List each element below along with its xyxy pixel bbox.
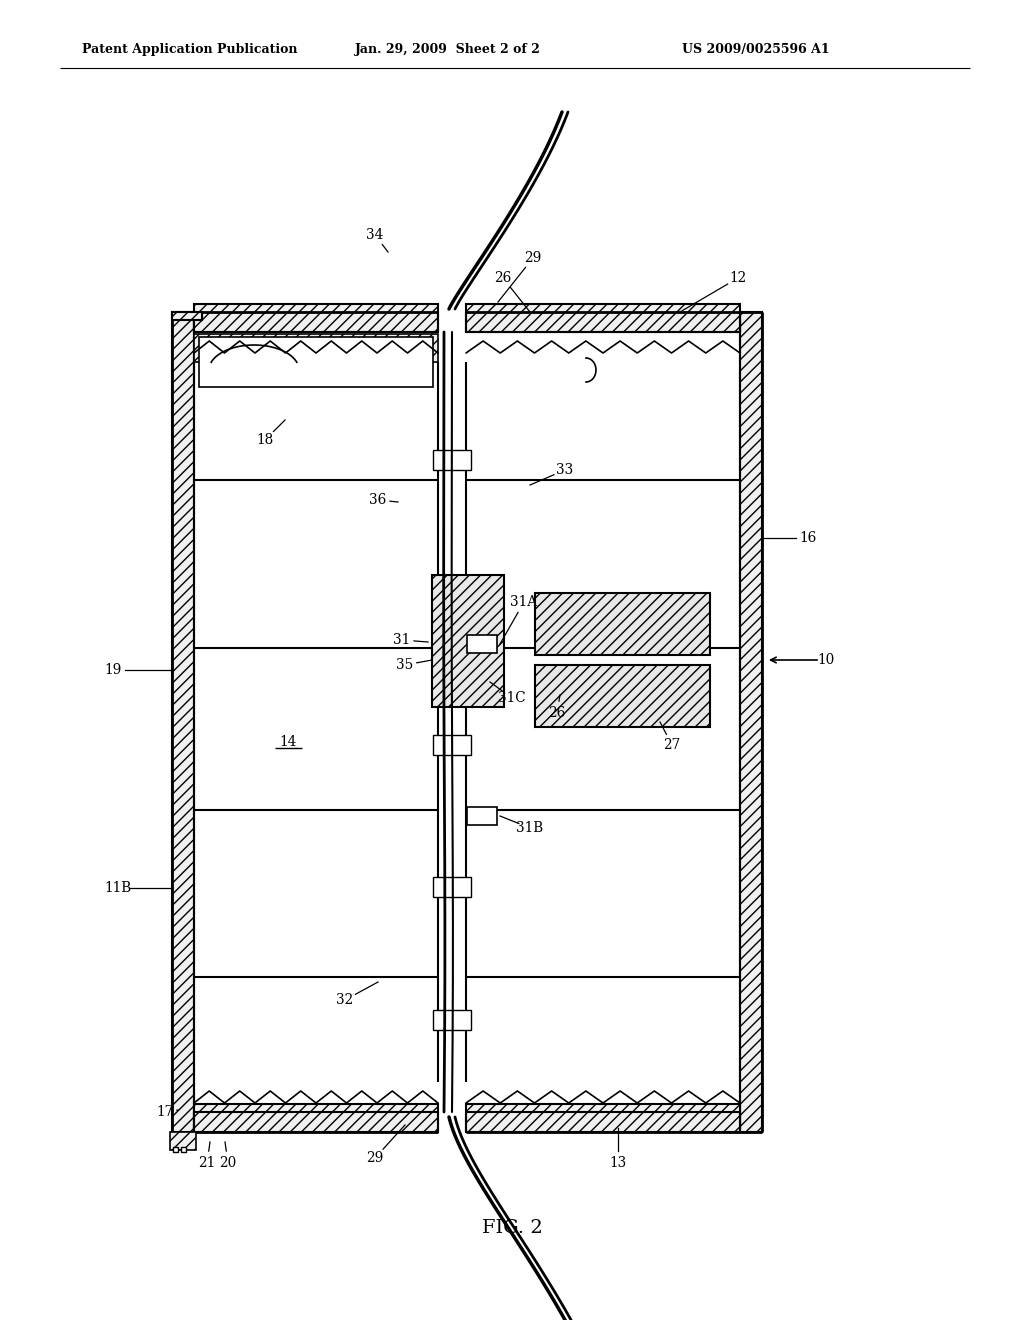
- Bar: [194, 1104, 438, 1133]
- Bar: [467, 807, 497, 825]
- Text: 11B: 11B: [104, 880, 132, 895]
- Text: 34: 34: [367, 228, 384, 242]
- Text: 31B: 31B: [516, 821, 544, 836]
- Text: 19: 19: [104, 663, 122, 677]
- Text: Jan. 29, 2009  Sheet 2 of 2: Jan. 29, 2009 Sheet 2 of 2: [355, 42, 541, 55]
- Text: 31A: 31A: [510, 595, 538, 609]
- Bar: [432, 576, 504, 708]
- Text: 14: 14: [280, 735, 297, 748]
- Bar: [433, 450, 471, 470]
- Bar: [466, 304, 740, 333]
- Text: 35: 35: [396, 657, 414, 672]
- Bar: [181, 1147, 186, 1152]
- Text: 10: 10: [817, 653, 835, 667]
- Text: 29: 29: [524, 251, 542, 265]
- Text: 31: 31: [393, 634, 411, 647]
- Bar: [535, 593, 710, 655]
- Bar: [199, 337, 433, 387]
- Bar: [740, 312, 762, 1133]
- Text: 12: 12: [729, 271, 746, 285]
- Text: 16: 16: [800, 531, 816, 545]
- Text: 26: 26: [495, 271, 512, 285]
- Text: 13: 13: [609, 1156, 627, 1170]
- Bar: [172, 312, 194, 1133]
- Bar: [433, 591, 471, 612]
- Text: 31C: 31C: [499, 690, 525, 705]
- Text: 27: 27: [664, 738, 681, 752]
- Text: 36: 36: [370, 492, 387, 507]
- Bar: [172, 312, 202, 319]
- Text: 21: 21: [199, 1156, 216, 1170]
- Text: Patent Application Publication: Patent Application Publication: [82, 42, 298, 55]
- Text: 32: 32: [336, 993, 353, 1007]
- Text: 18: 18: [256, 433, 273, 447]
- Bar: [433, 735, 471, 755]
- Bar: [194, 304, 438, 333]
- Text: 29: 29: [367, 1151, 384, 1166]
- Text: 17: 17: [157, 1105, 174, 1119]
- Bar: [466, 1104, 740, 1133]
- Text: FIG. 2: FIG. 2: [481, 1218, 543, 1237]
- Bar: [433, 1010, 471, 1030]
- Text: 20: 20: [219, 1156, 237, 1170]
- Text: 26: 26: [549, 706, 565, 719]
- Bar: [535, 665, 710, 727]
- Bar: [173, 1147, 178, 1152]
- Text: US 2009/0025596 A1: US 2009/0025596 A1: [682, 42, 829, 55]
- Bar: [433, 876, 471, 898]
- Bar: [467, 635, 497, 653]
- Bar: [194, 334, 438, 362]
- Bar: [170, 1133, 196, 1150]
- Text: 33: 33: [556, 463, 573, 477]
